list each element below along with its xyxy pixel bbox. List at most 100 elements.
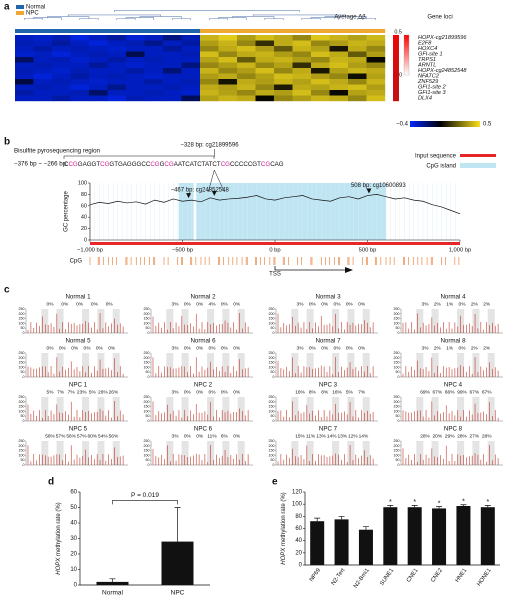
y-tick-label: 100 [19, 365, 25, 369]
y-tick-label: 10 [70, 567, 77, 573]
y-tick-label: 150 [144, 317, 150, 321]
panel-label: d [48, 477, 54, 488]
panel-label: b [4, 137, 10, 148]
error-bar [174, 507, 181, 542]
highlight-band [472, 353, 480, 377]
y-tick-label: 0 [148, 419, 150, 423]
heatmap-cell [33, 73, 53, 80]
y-tick-label: 0 [148, 463, 150, 467]
highlight-band [291, 441, 299, 465]
pct-label: 3% [172, 345, 180, 351]
pct-label: 0% [84, 345, 92, 351]
pct-label: 0% [76, 301, 84, 307]
heatmap-cell [366, 62, 386, 69]
heatmap-cell [126, 79, 145, 85]
pct-label: 8% [309, 389, 317, 395]
heatmap-cell [52, 90, 71, 96]
sig-label: * [413, 499, 416, 506]
pct-label: 67% [433, 389, 443, 395]
delta-cell [393, 79, 399, 85]
y-tick-label: 200 [394, 356, 400, 360]
y-tick-label: 250 [269, 439, 275, 443]
heatmap-cell [348, 35, 367, 41]
highlight-band [472, 397, 480, 421]
highlight-band [431, 309, 439, 333]
pct-label: 0% [184, 301, 192, 307]
sig-label: * [389, 499, 392, 506]
y-tick-label: 50 [271, 458, 275, 462]
highlight-band [166, 309, 174, 333]
heatmap-cell [70, 90, 90, 96]
site-label: −467 bp: cg24852548 [171, 188, 230, 194]
y-tick-label: 0 [148, 331, 150, 335]
legend-swatch [16, 11, 24, 15]
heatmap-cell [126, 90, 145, 96]
y-tick-label: 0 [273, 419, 275, 423]
heatmap-cell [52, 57, 71, 63]
y-tick-label: 200 [394, 312, 400, 316]
pct-label: 7% [68, 389, 76, 395]
heatmap-cell [144, 51, 164, 58]
y-tick-label: 50 [146, 458, 150, 462]
heatmap-cell [366, 68, 386, 74]
heatmap-cell [33, 35, 53, 41]
heatmap-cell [292, 68, 312, 74]
heatmap-cell [89, 68, 108, 74]
dendrogram [252, 14, 346, 17]
group-bar [163, 29, 182, 33]
pct-label: 0% [233, 389, 241, 395]
y-tick-label: 50 [396, 458, 400, 462]
cpg-island [196, 183, 386, 240]
heatmap-cell [237, 62, 256, 69]
y-tick-label: 0 [273, 331, 275, 335]
pct-label: 0% [346, 345, 354, 351]
pct-label: 57% [77, 433, 87, 439]
y-tick-label: 40 [81, 215, 87, 221]
delta-cell [393, 51, 399, 58]
pct-label: 66% [445, 389, 455, 395]
sample-title: NPC 5 [69, 426, 88, 433]
pct-label: 0% [91, 301, 99, 307]
pct-label: 0% [96, 345, 104, 351]
dendrogram [139, 16, 182, 20]
dendrogram [47, 16, 90, 20]
delta-cell [393, 62, 399, 69]
dendrogram [232, 16, 275, 20]
axes [304, 492, 500, 566]
heatmap-cell [200, 95, 219, 102]
heatmap-cell [144, 40, 164, 47]
heatmap-cell [144, 90, 164, 96]
heatmap-cell [107, 84, 127, 91]
sequence-part: GTGAGGGCC [109, 161, 150, 168]
highlight-band [457, 441, 465, 465]
sequence-part: CG [68, 161, 77, 168]
pct-label: 0% [184, 389, 192, 395]
x-tick-label: 1,000 bp [449, 248, 472, 254]
group-bar [311, 29, 330, 33]
gene-label: E2F8 [418, 41, 432, 47]
highlight-band [347, 397, 355, 421]
highlight-band [487, 309, 495, 333]
delta-cell [393, 90, 399, 96]
heatmap-cell [329, 90, 349, 96]
highlight-band [291, 397, 299, 421]
error-bar [387, 505, 394, 508]
bar [96, 581, 129, 585]
pct-label: 16% [332, 389, 342, 395]
heatmap-cell [15, 68, 34, 74]
pct-label: 3% [172, 433, 180, 439]
pct-label: 7% [358, 389, 366, 395]
pct-label: 2% [483, 301, 491, 307]
pct-label: 56% [66, 433, 76, 439]
highlight-band [41, 309, 49, 333]
panel-label: a [4, 2, 10, 13]
heatmap-cell [292, 79, 312, 85]
pct-label: 2% [471, 301, 479, 307]
heatmap-cell [274, 62, 293, 69]
heatmap-cell [126, 84, 145, 91]
heatmap-cell [126, 57, 145, 63]
bracket [63, 155, 215, 159]
heatmap-cell [200, 35, 219, 41]
heatmap-cell [163, 62, 182, 69]
cpg-label: CpG [70, 259, 83, 265]
